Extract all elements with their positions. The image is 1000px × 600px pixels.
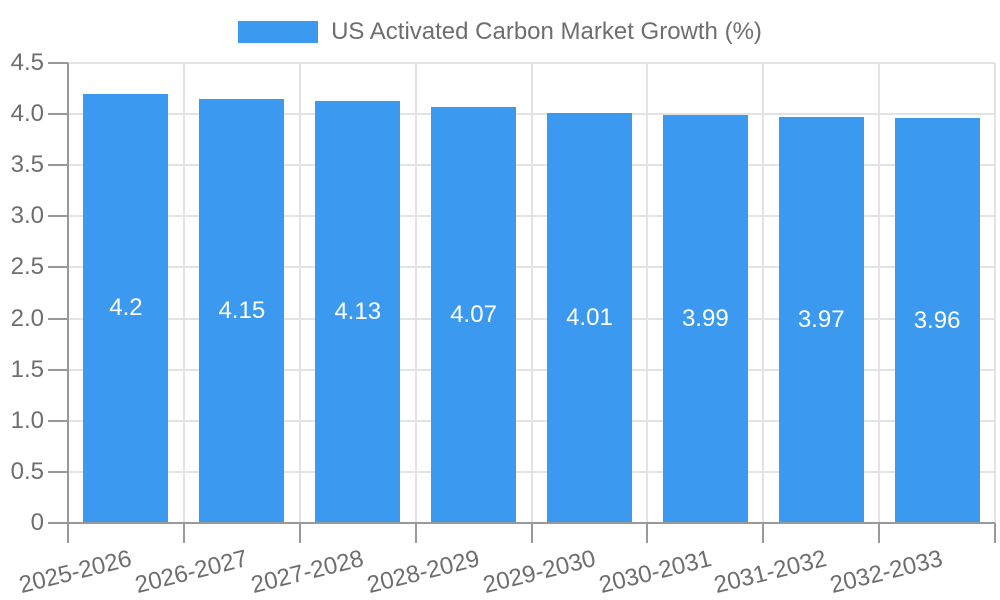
- x-axis-label: 2032-2033: [827, 545, 946, 599]
- x-gridline: [762, 63, 765, 523]
- y-axis-tick: [48, 470, 68, 473]
- y-axis-label: 3.5: [10, 151, 44, 179]
- bar-value-label: 3.96: [913, 306, 961, 334]
- bar-value-label: 4.13: [334, 297, 382, 325]
- x-axis-tick: [182, 523, 185, 543]
- x-axis-label: 2027-2028: [248, 545, 367, 599]
- y-axis-tick: [48, 164, 68, 167]
- y-axis-tick: [48, 317, 68, 320]
- x-axis-label: 2025-2026: [16, 545, 135, 599]
- y-axis-label: 4.5: [10, 49, 44, 76]
- x-gridline: [414, 63, 417, 523]
- x-axis-tick: [414, 523, 417, 543]
- y-axis-label: 1.5: [10, 355, 44, 383]
- bar: [778, 117, 864, 523]
- x-axis-label: 2031-2032: [711, 545, 830, 599]
- bar: [199, 98, 285, 523]
- y-axis-label: 2.0: [10, 304, 44, 332]
- bar: [894, 118, 980, 523]
- x-axis-label: 2029-2030: [480, 545, 598, 599]
- bar: [431, 106, 517, 523]
- bar: [662, 115, 748, 523]
- x-gridline: [298, 63, 301, 523]
- bar-value-label: 4.2: [109, 294, 143, 322]
- x-axis-tick: [994, 523, 996, 543]
- x-axis-tick: [298, 523, 301, 543]
- bar-value-label: 4.15: [218, 296, 266, 324]
- y-axis-label: 1.0: [10, 406, 44, 434]
- x-axis-tick: [646, 523, 649, 543]
- y-axis-label: 4.0: [10, 100, 44, 128]
- x-axis-tick: [762, 523, 765, 543]
- bar-value-label: 3.99: [681, 305, 729, 333]
- legend-label: US Activated Carbon Market Growth (%): [331, 18, 762, 45]
- y-axis-label: 2.5: [10, 253, 44, 281]
- bar-value-label: 3.97: [797, 306, 845, 334]
- y-axis-tick: [48, 62, 68, 64]
- y-axis-label: 0.5: [10, 457, 44, 485]
- y-axis-label: 3.0: [10, 202, 44, 230]
- x-gridline: [646, 63, 649, 523]
- bar: [315, 100, 401, 523]
- bar-value-label: 4.07: [450, 300, 497, 328]
- x-axis-line: [48, 522, 995, 524]
- bar-value-label: 4.01: [566, 304, 613, 332]
- x-axis-label: 2030-2031: [595, 545, 714, 599]
- x-gridline: [994, 63, 996, 523]
- y-axis-line: [67, 63, 69, 543]
- y-axis-tick: [48, 419, 68, 422]
- chart-legend[interactable]: US Activated Carbon Market Growth (%): [0, 18, 1000, 46]
- y-axis-tick: [48, 113, 68, 116]
- x-axis-label: 2026-2027: [132, 545, 251, 599]
- y-axis-label: 0: [30, 509, 44, 536]
- legend-swatch: [238, 21, 319, 43]
- y-axis-tick: [48, 368, 68, 371]
- x-gridline: [530, 63, 533, 523]
- y-axis-tick: [48, 215, 68, 218]
- bar: [83, 93, 169, 523]
- y-axis-tick: [48, 266, 68, 269]
- x-gridline: [878, 63, 881, 523]
- x-gridline: [182, 63, 185, 523]
- x-axis-tick: [530, 523, 533, 543]
- x-axis-tick: [878, 523, 881, 543]
- x-axis-label: 2028-2029: [364, 545, 483, 599]
- bar: [546, 113, 632, 523]
